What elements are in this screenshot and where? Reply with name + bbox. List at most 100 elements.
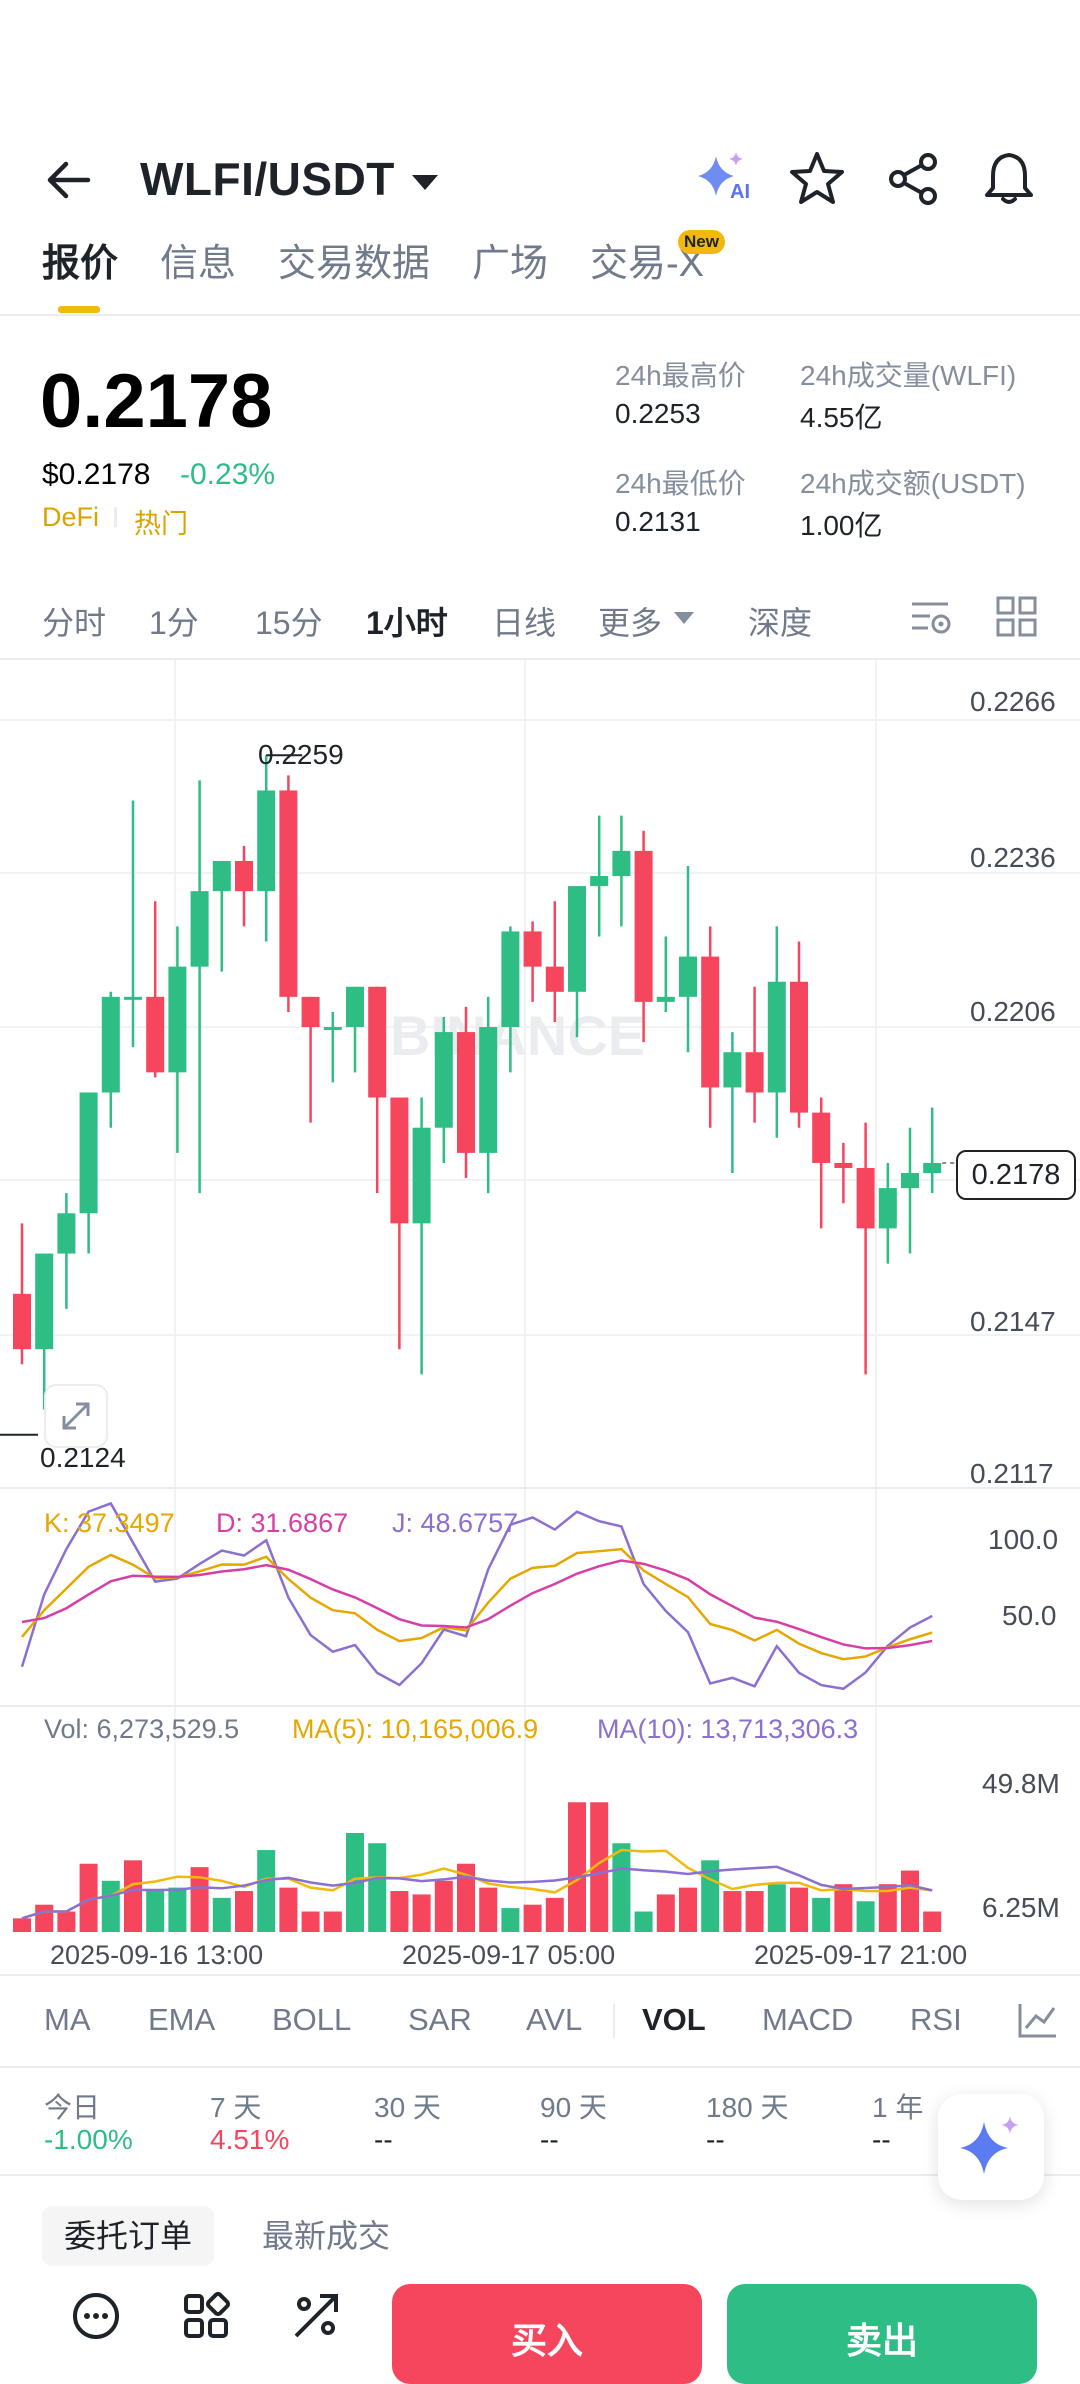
current-price-marker[interactable]: 0.2178 [956,1150,1076,1200]
perf-label-1y: 1 年 [872,2092,924,2123]
volume-ma5-value: MA(5): 10,165,006.9 [292,1714,539,1744]
ai-assistant-button[interactable] [938,2094,1044,2200]
volume-bar [745,1891,764,1932]
indicator-rsi[interactable]: RSI [910,2002,962,2037]
perf-label-30d: 30 天 [374,2092,441,2123]
volume-bar [257,1850,276,1932]
layout-grid-icon[interactable] [994,594,1040,640]
volume-bar [368,1843,387,1932]
volume-bar [923,1911,942,1932]
strategy-trade-icon[interactable] [290,2290,342,2342]
interval-1d[interactable]: 日线 [492,605,557,641]
ai-sparkle-icon: AI [698,152,750,203]
divider [0,1974,1080,1976]
interval-1h[interactable]: 1小时 [366,605,448,641]
back-arrow-icon[interactable] [40,150,100,210]
ai-assistant-icon[interactable]: AI [694,148,756,210]
volume-value: Vol: 6,273,529.5 [44,1714,240,1744]
tag-defi[interactable]: DeFi [42,502,100,532]
ai-label: AI [730,181,750,203]
volume-base-value: 4.55亿 [800,402,883,433]
usd-price: $0.2178 [42,458,151,491]
price-axis-label: 0.2236 [970,842,1056,873]
tab-latest-trades[interactable]: 最新成交 [262,2218,391,2254]
perf-label-today: 今日 [44,2092,101,2123]
candle-body [545,966,564,992]
share-icon[interactable] [882,148,944,210]
interval-timeline[interactable]: 分时 [42,605,107,641]
candle-body [323,1027,342,1031]
candle-body [168,966,187,1073]
apps-icon[interactable] [180,2290,232,2342]
perf-label-7d: 7 天 [210,2092,262,2123]
indicator-boll[interactable]: BOLL [272,2002,352,2037]
tab-open-orders[interactable]: 委托订单 [42,2206,215,2266]
perf-value-180d: -- [706,2124,725,2155]
volume-bar [656,1894,675,1932]
volume-bar [190,1867,209,1932]
volume-ma10-value: MA(10): 13,713,306.3 [597,1714,859,1744]
volume-base-label: 24h成交量(WLFI) [800,360,1017,391]
volume-bar [434,1880,453,1932]
expand-icon [62,1402,90,1430]
indicator-ema[interactable]: EMA [148,2002,216,2037]
indicator-vol[interactable]: VOL [642,2002,706,2037]
favorite-star-icon[interactable] [786,148,848,210]
kdj-j-line [20,1501,933,1691]
indicator-avl[interactable]: AVL [526,2002,583,2037]
high-24h-label: 24h最高价 [615,360,746,391]
high-24h-value: 0.2253 [615,398,701,429]
kdj-d-value: D: 31.6867 [216,1508,349,1538]
candle-body [568,886,586,992]
volume-bar [856,1901,875,1932]
candle-body [612,850,631,877]
divider [0,2174,1080,2176]
tab-trading-data[interactable]: 交易数据 [278,243,431,285]
candle-body [790,981,808,1113]
volume-bar [878,1884,897,1932]
price-chart[interactable]: BINANCE [0,660,1080,1940]
volume-ma10-line [21,1865,933,1920]
tab-square[interactable]: 广场 [472,243,549,285]
indicator-macd[interactable]: MACD [762,2002,854,2037]
tab-quote[interactable]: 报价 [42,243,119,285]
buy-label: 买入 [510,2320,583,2361]
alert-bell-icon[interactable] [978,148,1040,210]
candle-body [656,996,675,1002]
fullscreen-button[interactable] [44,1384,108,1448]
kdj-k-value: K: 37.3497 [44,1508,175,1538]
candle-body [346,986,364,1028]
high-price-marker: 0.2259 [258,739,344,770]
chat-icon[interactable] [70,2290,122,2342]
price-axis-label: 0.2266 [970,686,1056,717]
volume-bar [767,1884,786,1932]
interval-more[interactable]: 更多 [598,605,663,641]
buy-button[interactable]: 买入 [392,2284,702,2384]
interval-1m[interactable]: 1分 [149,605,199,641]
indicator-sar[interactable]: SAR [408,2002,472,2037]
volume-bar [501,1908,520,1932]
indicator-settings-icon[interactable] [1016,2000,1058,2040]
depth-tab[interactable]: 深度 [748,605,813,641]
candle-body [190,891,209,967]
divider [0,2066,1080,2068]
chart-settings-icon[interactable] [908,594,954,640]
volume-bar [812,1897,831,1932]
tab-info[interactable]: 信息 [160,243,237,285]
interval-15m[interactable]: 15分 [255,605,323,641]
pair-title[interactable]: WLFI/USDT [140,153,395,205]
indicator-ma[interactable]: MA [44,2002,91,2037]
pair-dropdown-icon[interactable] [412,175,438,190]
candle-body [457,1032,475,1153]
new-badge: New [678,230,725,254]
volume-axis-label: 6.25M [982,1892,1060,1923]
kdj-axis-label: 100.0 [988,1524,1059,1555]
volume-bar [545,1897,564,1932]
tag-hot[interactable]: 热门 [134,509,188,539]
candle-body [590,876,609,887]
candle-body [434,1032,453,1128]
sell-button[interactable]: 卖出 [727,2284,1037,2384]
last-price: 0.2178 [40,359,273,444]
candle-body [701,956,720,1088]
volume-bar [146,1891,165,1932]
